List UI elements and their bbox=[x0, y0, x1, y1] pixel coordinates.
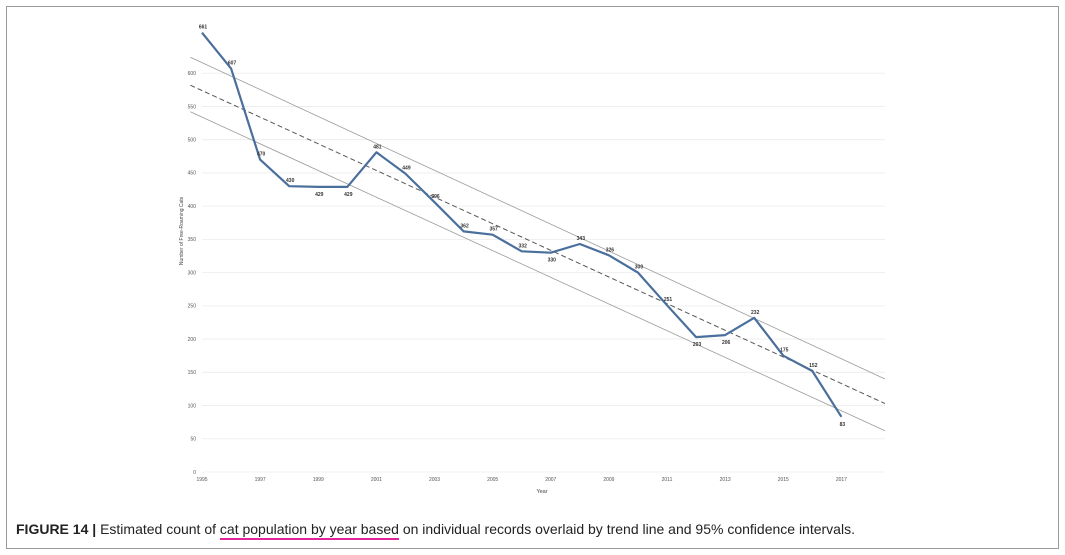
data-label-1998: 430 bbox=[286, 178, 295, 184]
data-label-2000: 429 bbox=[344, 192, 353, 198]
data-label-2008: 343 bbox=[577, 236, 586, 242]
y-tick-label-200: 200 bbox=[188, 337, 197, 343]
y-tick-label-400: 400 bbox=[188, 204, 197, 210]
y-tick-label-600: 600 bbox=[188, 71, 197, 77]
line-chart: 0 50 100 150 200 250 300 350 400 450 500 550 600 199… bbox=[179, 25, 886, 495]
data-label-1995: 661 bbox=[199, 25, 208, 31]
data-label-2002: 449 bbox=[402, 166, 411, 172]
data-label-1999: 429 bbox=[315, 192, 324, 198]
data-label-2009: 326 bbox=[606, 247, 615, 253]
y-tick-label-50: 50 bbox=[190, 437, 196, 443]
data-label-2017: 83 bbox=[840, 422, 846, 428]
y-tick-label-150: 150 bbox=[188, 370, 197, 376]
x-axis-ticks: 1995 1997 1999 2001 2003 2005 2007 2009 2011 2013… bbox=[196, 477, 847, 483]
data-label-2006: 332 bbox=[519, 243, 528, 249]
y-axis-ticks: 0 50 100 150 200 250 300 350 400 450 500 550 600 bbox=[188, 71, 197, 476]
y-tick-label-0: 0 bbox=[193, 470, 196, 476]
data-label-2010: 300 bbox=[635, 265, 644, 271]
y-tick-label-100: 100 bbox=[188, 403, 197, 409]
y-tick-label-250: 250 bbox=[188, 304, 197, 310]
x-tick-label-1997: 1997 bbox=[255, 477, 266, 483]
y-tick-label-300: 300 bbox=[188, 270, 197, 276]
x-tick-label-2009: 2009 bbox=[603, 477, 614, 483]
x-tick-label-2007: 2007 bbox=[545, 477, 556, 483]
series-line bbox=[201, 32, 843, 418]
series-polyline bbox=[201, 32, 843, 418]
x-tick-label-2005: 2005 bbox=[487, 477, 498, 483]
x-axis-label: Year bbox=[536, 489, 547, 495]
data-label-2001: 481 bbox=[373, 144, 382, 150]
x-tick-label-2011: 2011 bbox=[662, 477, 673, 483]
y-tick-label-500: 500 bbox=[188, 137, 197, 143]
caption-text-end: on individual records overlaid by trend … bbox=[402, 521, 855, 537]
x-tick-label-2001: 2001 bbox=[371, 477, 382, 483]
gridlines bbox=[202, 72, 885, 473]
figure-frame bbox=[6, 6, 1059, 549]
y-tick-label-450: 450 bbox=[188, 171, 197, 177]
data-label-2014: 232 bbox=[751, 310, 760, 316]
data-labels: 661 607 470 430 429 429 481 449 396 362 357 332 330 3… bbox=[199, 25, 846, 428]
data-label-2003: 396 bbox=[431, 194, 440, 200]
data-label-1997: 470 bbox=[257, 152, 266, 158]
x-tick-label-1995: 1995 bbox=[196, 477, 207, 483]
y-tick-label-350: 350 bbox=[188, 237, 197, 243]
x-tick-label-2015: 2015 bbox=[778, 477, 789, 483]
data-label-2016: 152 bbox=[809, 363, 818, 369]
data-label-2015: 175 bbox=[780, 348, 789, 354]
data-label-2012: 203 bbox=[693, 342, 702, 348]
figure-caption: FIGURE 14 | Estimated count of cat popul… bbox=[16, 521, 855, 540]
trend-line bbox=[190, 84, 886, 404]
caption-highlighted-text: cat population by year based bbox=[219, 521, 399, 540]
x-tick-label-2013: 2013 bbox=[720, 477, 731, 483]
caption-text-start: Estimated count of bbox=[100, 521, 217, 537]
data-label-2005: 357 bbox=[489, 227, 498, 233]
y-axis-label: Number of Free-Roaming Cats bbox=[179, 196, 185, 265]
data-label-2013: 206 bbox=[722, 340, 731, 346]
upper-confidence-line bbox=[190, 56, 886, 380]
data-label-2011: 251 bbox=[664, 297, 673, 303]
x-tick-label-2003: 2003 bbox=[429, 477, 440, 483]
x-tick-label-1999: 1999 bbox=[313, 477, 324, 483]
x-tick-label-2017: 2017 bbox=[836, 477, 847, 483]
data-label-2007: 330 bbox=[548, 258, 557, 264]
lower-confidence-line bbox=[190, 111, 886, 432]
data-label-2004: 362 bbox=[460, 223, 469, 229]
data-label-1996: 607 bbox=[228, 61, 237, 67]
confidence-lines bbox=[190, 56, 886, 432]
figure-label: FIGURE 14 | bbox=[16, 521, 97, 537]
y-tick-label-550: 550 bbox=[188, 104, 197, 110]
